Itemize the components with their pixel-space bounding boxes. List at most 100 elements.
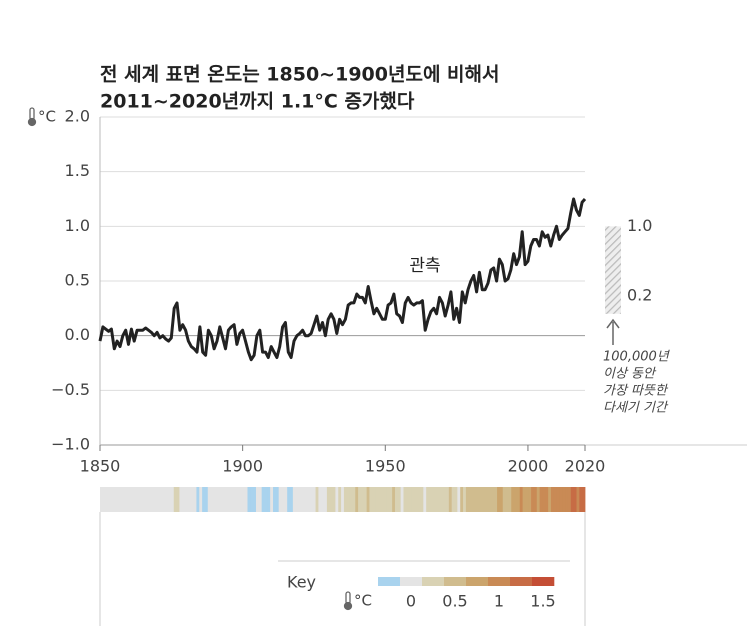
- stripe: [187, 487, 192, 512]
- stripe: [392, 487, 396, 512]
- stripe: [474, 487, 478, 512]
- stripe: [567, 487, 572, 512]
- stripe: [250, 487, 254, 512]
- x-tick-label: 1950: [365, 457, 406, 476]
- stripe: [491, 487, 495, 512]
- stripe: [224, 487, 229, 512]
- stripe: [414, 487, 419, 512]
- stripe: [170, 487, 175, 512]
- arrow: [606, 318, 620, 345]
- stripe: [117, 487, 121, 512]
- thermometer-icon: [27, 107, 37, 127]
- stripe: [482, 487, 487, 512]
- key-title: Key: [287, 573, 316, 592]
- stripe: [151, 487, 155, 512]
- stripe: [380, 487, 385, 512]
- stripe: [196, 487, 200, 512]
- stripe: [227, 487, 231, 512]
- key-swatch: [444, 577, 467, 586]
- stripe: [261, 487, 265, 512]
- stripe: [131, 487, 135, 512]
- stripe: [193, 487, 197, 512]
- stripe: [556, 487, 560, 512]
- stripe: [105, 487, 109, 512]
- stripe: [292, 487, 297, 512]
- chart-title: 2011~2020년까지 1.1°C 증가했다: [100, 91, 415, 113]
- stripe: [307, 487, 311, 512]
- stripe: [448, 487, 453, 512]
- stripe: [480, 487, 484, 512]
- stripe: [233, 487, 237, 512]
- stripe: [102, 487, 107, 512]
- stripe: [531, 487, 535, 512]
- stripe: [168, 487, 172, 512]
- stripe: [446, 487, 450, 512]
- stripe: [165, 487, 169, 512]
- stripe: [375, 487, 379, 512]
- stripe: [403, 487, 407, 512]
- stripe: [128, 487, 132, 512]
- stripe: [397, 487, 402, 512]
- stripe: [298, 487, 302, 512]
- stripe: [409, 487, 413, 512]
- stripe: [451, 487, 455, 512]
- stripe: [241, 487, 246, 512]
- stripe: [176, 487, 180, 512]
- stripe: [264, 487, 268, 512]
- stripe: [465, 487, 470, 512]
- stripe: [275, 487, 280, 512]
- stripe: [255, 487, 260, 512]
- stripe: [136, 487, 141, 512]
- key-tick-label: 0.5: [442, 592, 467, 611]
- stripe: [460, 487, 464, 512]
- stripe: [525, 487, 529, 512]
- key-unit: °C: [354, 592, 372, 610]
- stripe: [290, 487, 294, 512]
- stripe: [244, 487, 248, 512]
- stripe: [394, 487, 399, 512]
- stripe: [511, 487, 515, 512]
- warm-period-bar: [605, 226, 621, 314]
- stripe: [536, 487, 541, 512]
- stripe: [548, 487, 552, 512]
- stripe: [125, 487, 129, 512]
- warm-period-note: 다세기 기간: [603, 401, 669, 416]
- stripe: [335, 487, 339, 512]
- stripe: [423, 487, 427, 512]
- temperature-line: [98, 197, 587, 362]
- stripe: [210, 487, 214, 512]
- stripe: [324, 487, 328, 512]
- stripe: [278, 487, 282, 512]
- stripe: [139, 487, 143, 512]
- stripe: [173, 487, 177, 512]
- stripe: [454, 487, 458, 512]
- stripe: [273, 487, 277, 512]
- stripe: [417, 487, 421, 512]
- stripe: [389, 487, 393, 512]
- key-tick-label: 1.5: [530, 592, 555, 611]
- key-swatch: [488, 577, 511, 586]
- stripe: [349, 487, 353, 512]
- y-tick-label: −1.0: [51, 435, 90, 454]
- key-swatch: [400, 577, 423, 586]
- stripe: [100, 487, 104, 512]
- stripe: [153, 487, 158, 512]
- stripe: [488, 487, 492, 512]
- key-swatch: [378, 577, 401, 586]
- stripe: [332, 487, 336, 512]
- warm-period-label: 0.2: [627, 285, 652, 304]
- thermometer-icon: [343, 591, 353, 611]
- stripe: [542, 487, 546, 512]
- y-unit: °C: [38, 108, 56, 126]
- stripe: [471, 487, 475, 512]
- x-tick-label: 1850: [80, 457, 121, 476]
- stripe: [204, 487, 209, 512]
- warm-period-note: 이상 동안: [603, 367, 657, 382]
- stripe: [579, 487, 583, 512]
- x-tick-label: 2000: [508, 457, 549, 476]
- stripe: [533, 487, 538, 512]
- stripe: [494, 487, 498, 512]
- stripe: [230, 487, 234, 512]
- series-label: 관측: [409, 256, 440, 276]
- stripe: [219, 487, 223, 512]
